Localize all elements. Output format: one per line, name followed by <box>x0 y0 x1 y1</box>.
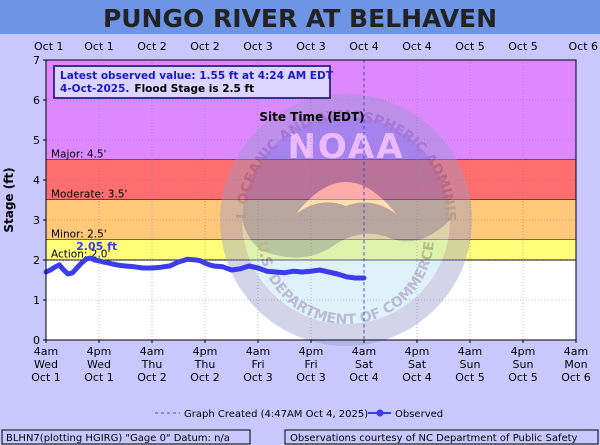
latest-value-date: 4-Oct-2025. <box>60 83 129 95</box>
flood-stage-text: Flood Stage is 2.5 ft <box>134 83 254 95</box>
x-tick-day: Sun <box>460 358 481 371</box>
top-date-label: Oct 3 <box>296 40 326 53</box>
y-tick-label: 5 <box>33 134 40 147</box>
plot-area: NOAA NATIONAL OCEANIC AND ATMOSPHERIC AD… <box>0 0 577 346</box>
title-bar <box>0 0 600 34</box>
top-date-labels: Oct 1 Oct 1 Oct 2 Oct 2 Oct 3 Oct 3 Oct 4 Oct 4… <box>34 40 598 53</box>
x-axis-label: Site Time (EDT) <box>259 110 364 124</box>
footer-right-text: Observations courtesy of NC Department o… <box>290 433 578 444</box>
flood-category-label: Minor: 2.5' <box>51 229 107 241</box>
top-date-label: Oct 4 <box>349 40 379 53</box>
x-tick-day: Thu <box>194 358 216 371</box>
x-tick-time: 4pm <box>193 345 218 358</box>
x-tick-date: Oct 3 <box>296 371 326 384</box>
x-tick-date: Oct 2 <box>137 371 167 384</box>
x-tick-time: 4pm <box>299 345 324 358</box>
watermark-center-text: NOAA <box>287 127 404 167</box>
x-tick-day: Sat <box>355 358 374 371</box>
x-tick-date: Oct 4 <box>402 371 432 384</box>
top-date-label: Oct 3 <box>243 40 273 53</box>
y-tick-label: 2 <box>33 254 40 267</box>
flood-category-label: Moderate: 3.5' <box>51 189 127 201</box>
flood-category-labels: Major: 4.5' Moderate: 3.5' Minor: 2.5' Acti… <box>51 149 127 261</box>
x-tick-time: 4am <box>458 345 482 358</box>
y-tick-label: 3 <box>33 214 40 227</box>
peak-annotation: 2.05 ft <box>76 240 117 253</box>
legend-created-label: Graph Created (4:47AM Oct 4, 2025) <box>184 409 368 420</box>
footer: BLHN7(plotting HGIRG) "Gage 0" Datum: n/… <box>1 429 599 445</box>
y-axis-tick-labels: 0 1 2 3 4 5 6 7 <box>33 54 46 347</box>
x-tick-time: 4pm <box>87 345 112 358</box>
footer-left-text: BLHN7(plotting HGIRG) "Gage 0" Datum: n/… <box>6 433 230 444</box>
x-tick-day: Thu <box>141 358 163 371</box>
flood-category-label: Major: 4.5' <box>51 149 106 161</box>
top-date-label: Oct 4 <box>402 40 432 53</box>
top-date-label: Oct 5 <box>455 40 485 53</box>
x-tick-date: Oct 1 <box>84 371 114 384</box>
x-tick-day: Fri <box>304 358 317 371</box>
noaa-bird-icon <box>296 182 396 214</box>
y-tick-label: 7 <box>33 54 40 67</box>
watermark-upper-disc <box>242 116 450 258</box>
legend-observed-marker <box>376 409 384 417</box>
x-tick-date: Oct 1 <box>31 371 61 384</box>
x-tick-time: 4am <box>246 345 270 358</box>
x-tick-day: Sun <box>513 358 534 371</box>
legend: Graph Created (4:47AM Oct 4, 2025) Obser… <box>155 409 443 420</box>
x-tick-time: 4pm <box>511 345 536 358</box>
latest-value-line-1: Latest observed value: 1.55 ft at 4:24 A… <box>60 70 334 82</box>
x-tick-time: 4am <box>352 345 376 358</box>
x-tick-date: Oct 6 <box>561 371 591 384</box>
y-tick-label: 0 <box>33 334 40 347</box>
y-tick-label: 1 <box>33 294 40 307</box>
y-tick-label: 6 <box>33 94 40 107</box>
latest-value-line-2: 4-Oct-2025. Flood Stage is 2.5 ft <box>60 83 254 95</box>
observed-series-line <box>43 255 367 281</box>
top-date-label: Oct 5 <box>508 40 538 53</box>
x-tick-date: Oct 3 <box>243 371 273 384</box>
legend-observed-label: Observed <box>395 409 443 420</box>
x-tick-time: 4am <box>140 345 164 358</box>
footer-left-box <box>1 429 251 445</box>
x-tick-time: 4am <box>34 345 58 358</box>
x-tick-day: Fri <box>251 358 264 371</box>
top-date-label: Oct 1 <box>34 40 64 53</box>
x-tick-day: Wed <box>87 358 111 371</box>
footer-right-box <box>284 429 599 445</box>
y-axis-label: Stage (ft) <box>2 167 16 232</box>
x-tick-time: 4pm <box>405 345 430 358</box>
grid-lines <box>46 60 576 340</box>
y-tick-label: 4 <box>33 174 40 187</box>
flood-category-label: Action: 2.0' <box>51 249 110 261</box>
x-tick-time: 4am <box>564 345 588 358</box>
top-date-label: Oct 2 <box>190 40 220 53</box>
x-tick-date: Oct 5 <box>455 371 485 384</box>
x-tick-date: Oct 4 <box>349 371 379 384</box>
x-tick-day: Sat <box>408 358 427 371</box>
latest-value-box: Latest observed value: 1.55 ft at 4:24 A… <box>53 65 334 99</box>
top-date-label: Oct 6 <box>568 40 598 53</box>
latest-value-box-frame <box>53 65 331 99</box>
x-tick-date: Oct 2 <box>190 371 220 384</box>
chart-title: PUNGO RIVER AT BELHAVEN <box>103 4 497 33</box>
top-date-label: Oct 2 <box>137 40 167 53</box>
top-date-label: Oct 1 <box>84 40 114 53</box>
x-tick-day: Mon <box>564 358 587 371</box>
x-tick-date: Oct 5 <box>508 371 538 384</box>
x-tick-day: Wed <box>34 358 58 371</box>
